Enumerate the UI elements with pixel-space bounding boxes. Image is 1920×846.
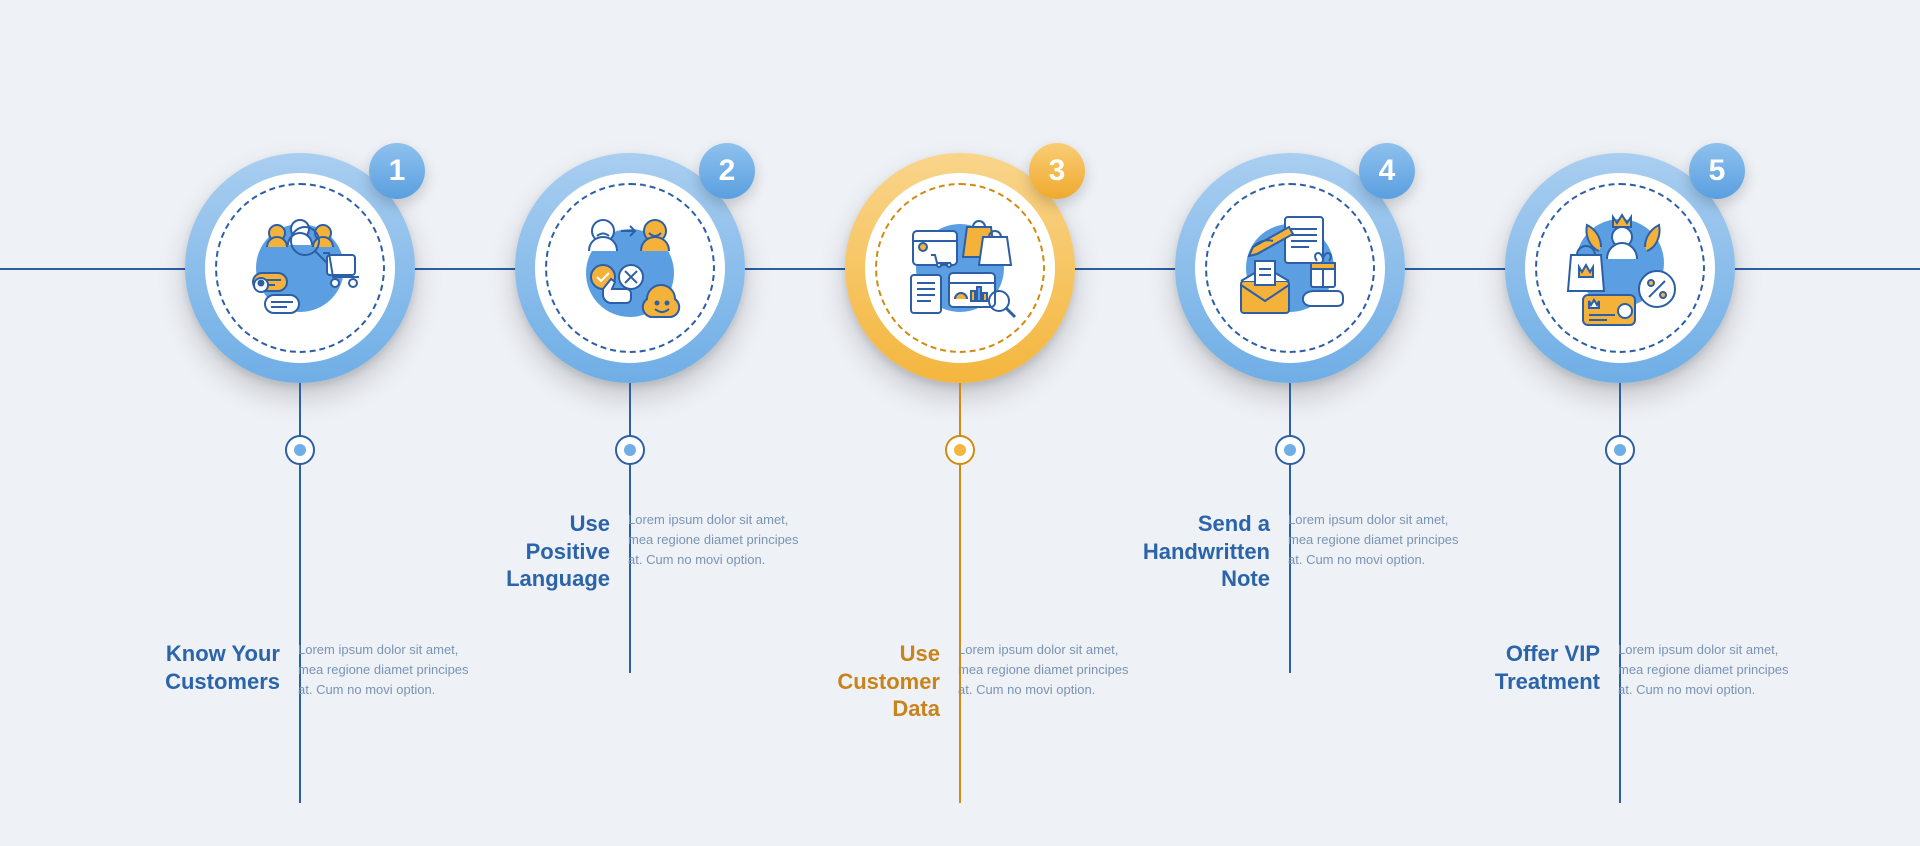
infographic-step: 4 xyxy=(1130,153,1450,383)
step-body: Lorem ipsum dolor sit amet, mea regione … xyxy=(1288,510,1460,593)
customer-data-icon xyxy=(885,193,1035,343)
infographic-step: 3 xyxy=(800,153,1120,383)
step-connector-dot xyxy=(945,435,975,465)
step-number-badge: 1 xyxy=(369,143,425,199)
step-title: Offer VIP Treatment xyxy=(1470,640,1600,700)
step-body: Lorem ipsum dolor sit amet, mea regione … xyxy=(628,510,800,593)
step-medallion: 5 xyxy=(1505,153,1735,383)
positive-language-icon xyxy=(555,193,705,343)
step-connector-dot xyxy=(615,435,645,465)
step-number-badge: 3 xyxy=(1029,143,1085,199)
step-body: Lorem ipsum dolor sit amet, mea regione … xyxy=(298,640,470,700)
step-medallion: 2 xyxy=(515,153,745,383)
step-text: Send a Handwritten Note Lorem ipsum dolo… xyxy=(1140,510,1460,593)
step-medallion: 4 xyxy=(1175,153,1405,383)
infographic-step: 5 xyxy=(1460,153,1780,383)
step-medallion: 1 xyxy=(185,153,415,383)
step-text: Offer VIP Treatment Lorem ipsum dolor si… xyxy=(1470,640,1790,700)
step-connector-dot xyxy=(1605,435,1635,465)
step-number-badge: 5 xyxy=(1689,143,1745,199)
step-number-badge: 4 xyxy=(1359,143,1415,199)
infographic-canvas: 1 Know Your Customers Lorem ipsum dolor … xyxy=(0,0,1920,846)
step-text: Use Customer Data Lorem ipsum dolor sit … xyxy=(810,640,1130,723)
step-title: Use Positive Language xyxy=(480,510,610,593)
step-text: Know Your Customers Lorem ipsum dolor si… xyxy=(150,640,470,700)
vip-treatment-icon xyxy=(1545,193,1695,343)
step-number-badge: 2 xyxy=(699,143,755,199)
know-customers-icon xyxy=(225,193,375,343)
infographic-step: 1 xyxy=(140,153,460,383)
step-connector-dot xyxy=(1275,435,1305,465)
infographic-step: 2 xyxy=(470,153,790,383)
step-body: Lorem ipsum dolor sit amet, mea regione … xyxy=(1618,640,1790,700)
step-body: Lorem ipsum dolor sit amet, mea regione … xyxy=(958,640,1130,723)
step-medallion: 3 xyxy=(845,153,1075,383)
step-title: Send a Handwritten Note xyxy=(1140,510,1270,593)
step-connector-dot xyxy=(285,435,315,465)
step-title: Know Your Customers xyxy=(150,640,280,700)
step-text: Use Positive Language Lorem ipsum dolor … xyxy=(480,510,800,593)
handwritten-note-icon xyxy=(1215,193,1365,343)
step-title: Use Customer Data xyxy=(810,640,940,723)
